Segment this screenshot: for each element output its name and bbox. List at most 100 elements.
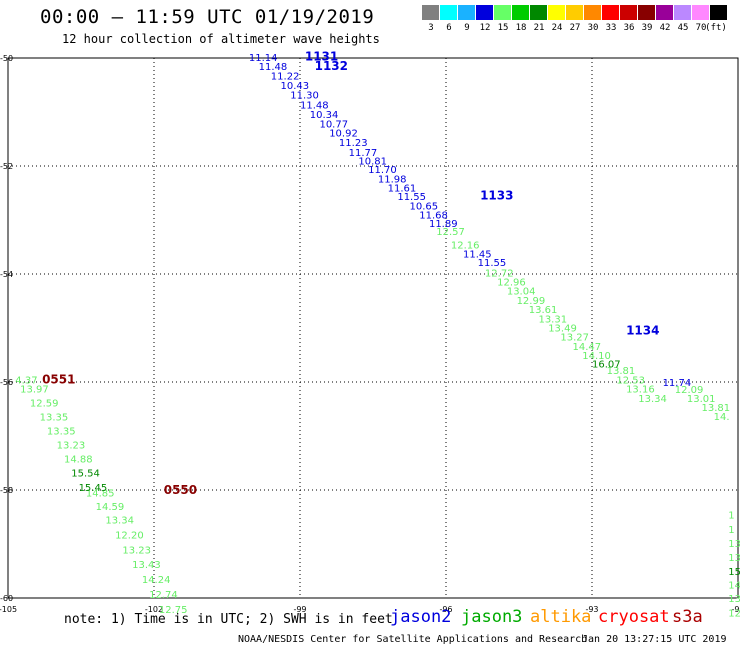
legend-label: 3 <box>428 23 434 33</box>
legend-unit: (ft) <box>705 23 727 33</box>
swh-value: 1 <box>728 525 734 536</box>
swh-value: 11.55 <box>397 192 426 203</box>
swh-value: 13.31 <box>538 314 567 325</box>
swh-value: 11.23 <box>339 138 368 149</box>
legend-swatch <box>530 5 547 20</box>
swh-value: 11.74 <box>663 378 692 389</box>
swh-value: 11.61 <box>388 184 417 195</box>
legend-swatch <box>710 5 727 20</box>
swh-value: 11.45 <box>463 249 492 260</box>
swh-value: 12.72 <box>485 268 514 279</box>
legend-label: 27 <box>569 23 581 33</box>
swh-value: 13.34 <box>105 516 134 527</box>
swh-value: 13.23 <box>122 545 151 556</box>
swh-value: 13.35 <box>47 427 76 438</box>
swh-value: 12.74 <box>149 590 178 601</box>
legend-label: 36 <box>623 23 635 33</box>
swh-value: 12.16 <box>451 240 480 251</box>
satellite-label-jason2: jason2 <box>390 607 452 627</box>
swh-value: 13.01 <box>687 394 716 405</box>
legend-swatch <box>458 5 475 20</box>
swh-value: 11.68 <box>419 211 448 222</box>
legend-label: 33 <box>605 23 617 33</box>
swh-value: 12.7 <box>728 609 740 620</box>
pass-label: 1131 <box>305 49 338 63</box>
lon-tick-label: -96 <box>439 605 452 614</box>
swh-value: 12.96 <box>497 278 526 289</box>
swh-value: 10.34 <box>310 110 339 121</box>
swh-value: 12.53 <box>616 375 645 386</box>
legend-label: 39 <box>641 23 653 33</box>
swh-value: 13.81 <box>702 403 731 414</box>
lat-tick-label: -52 <box>0 162 13 171</box>
lon-tick-label: -105 <box>0 605 17 614</box>
page-subtitle: 12 hour collection of altimeter wave hei… <box>62 32 380 46</box>
legend-label: 15 <box>497 23 509 33</box>
pass-label: 1134 <box>626 324 659 338</box>
swh-value: 13.27 <box>560 333 589 344</box>
legend-label: 18 <box>515 23 527 33</box>
footer-credit: NOAA/NESDIS Center for Satellite Applica… <box>238 634 588 645</box>
swh-value: 11.89 <box>429 219 458 230</box>
units-note: note: 1) Time is in UTC; 2) SWH is in fe… <box>64 612 393 627</box>
swh-value: 10.81 <box>358 157 387 168</box>
lat-tick-label: -56 <box>0 378 13 387</box>
legend-label: 12 <box>479 23 491 33</box>
swh-value: 11.30 <box>290 91 319 102</box>
footer-timestamp: Jan 20 13:27:15 UTC 2019 <box>582 634 727 645</box>
swh-value: 10.92 <box>329 129 358 140</box>
swh-value: 13 <box>728 553 740 564</box>
swh-value: 15.54 <box>71 469 100 480</box>
lat-tick-label: -50 <box>0 54 13 63</box>
legend-swatch <box>494 5 511 20</box>
legend-label: 21 <box>533 23 545 33</box>
swh-value: 15. <box>728 567 740 578</box>
legend-swatch <box>440 5 457 20</box>
satellite-label-cryosat: cryosat <box>598 607 670 627</box>
swh-value: 11.70 <box>368 165 397 176</box>
legend-swatch <box>674 5 691 20</box>
swh-value: 14.10 <box>582 351 611 362</box>
lat-tick-label: -54 <box>0 270 13 279</box>
lon-tick-label: -99 <box>293 605 306 614</box>
swh-value: 13.04 <box>507 287 536 298</box>
legend-swatch <box>422 5 439 20</box>
swh-value: 12.59 <box>30 399 59 410</box>
swh-value: 12.75 <box>159 605 188 616</box>
swh-value: 1 <box>728 510 734 521</box>
satellite-label-altika: altika <box>530 607 592 627</box>
swh-value: 13.43 <box>132 560 161 571</box>
swh-value: 10.65 <box>410 201 439 212</box>
swh-value: 14.59 <box>96 502 125 513</box>
legend-swatch <box>512 5 529 20</box>
legend-label: 6 <box>446 23 452 33</box>
swh-value: 15.45 <box>79 483 108 494</box>
legend-label: 9 <box>464 23 470 33</box>
swh-value: 13 <box>728 539 740 550</box>
lon-tick-label: -90 <box>731 605 740 614</box>
swh-value: 12.57 <box>436 227 465 238</box>
swh-value: 12.99 <box>517 296 546 307</box>
swh-value: 13.81 <box>607 366 636 377</box>
swh-value: 13.61 <box>529 305 558 316</box>
swh-value: 10.77 <box>319 119 348 130</box>
legend-label: 70 <box>695 23 707 33</box>
legend-swatch <box>692 5 709 20</box>
legend-swatch <box>620 5 637 20</box>
legend-swatch <box>476 5 493 20</box>
swh-value: 11.98 <box>378 174 407 185</box>
legend-label: 30 <box>587 23 599 33</box>
swh-value: 14.85 <box>86 489 115 500</box>
swh-value: 11.55 <box>478 258 507 269</box>
swh-value: 13.7 <box>728 594 740 605</box>
lat-tick-label: -60 <box>0 594 13 603</box>
pass-label: 1132 <box>315 59 348 73</box>
lon-tick-label: -102 <box>145 605 163 614</box>
legend-label: 24 <box>551 23 563 33</box>
legend-swatch <box>548 5 565 20</box>
swh-value: 13.35 <box>40 413 69 424</box>
legend-swatch <box>566 5 583 20</box>
swh-value: 13.97 <box>20 384 49 395</box>
